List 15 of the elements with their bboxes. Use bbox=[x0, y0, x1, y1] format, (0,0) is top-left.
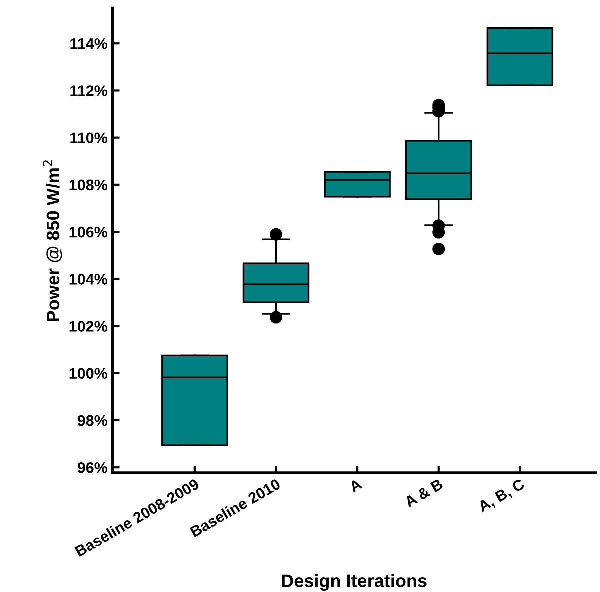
y-tick-label: 106% bbox=[70, 226, 108, 238]
y-tick-label: 112% bbox=[70, 86, 108, 96]
y-tick-label: 110% bbox=[70, 132, 108, 144]
y-tick-label: 98% bbox=[78, 415, 108, 426]
x-axis-title: Design Iterations bbox=[282, 574, 427, 592]
x-tick-label: A, B, C bbox=[477, 478, 527, 514]
y-tick-label: 102% bbox=[70, 321, 108, 332]
y-tick-label: 100% bbox=[70, 368, 108, 380]
y-tick-label: 96% bbox=[78, 462, 108, 474]
x-tick-label: A bbox=[348, 478, 363, 493]
y-tick-label: 114% bbox=[70, 38, 108, 50]
y-tick-label: 104% bbox=[70, 274, 108, 285]
y-tick-label: 108% bbox=[70, 180, 108, 191]
x-tick-label: A & B bbox=[404, 478, 444, 508]
y-axis-title: Power @ 850 W/m$^{2}$ bbox=[43, 160, 62, 322]
